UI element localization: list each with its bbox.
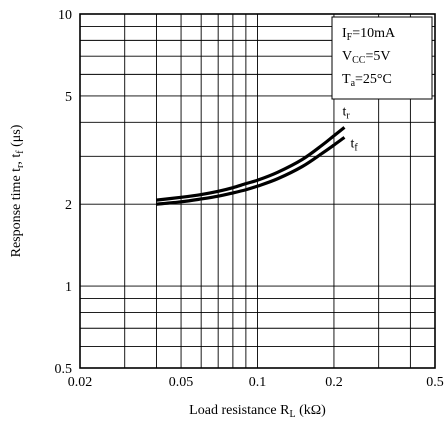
y-tick-label: 1	[65, 280, 72, 295]
x-tick-label: 0.2	[325, 375, 343, 390]
series-line-tr	[156, 126, 346, 202]
y-tick-label: 10	[58, 8, 72, 23]
x-tick-label: 0.5	[426, 375, 444, 390]
y-tick-label: 2	[65, 198, 72, 213]
x-axis-label: Load resistance RL (kΩ)	[189, 403, 326, 420]
x-tick-label: 0.1	[249, 375, 267, 390]
plot-frame	[79, 13, 436, 369]
x-tick-label: 0.02	[68, 375, 93, 390]
series-label-tf: tf	[350, 136, 358, 153]
series-line-tf	[156, 136, 346, 206]
condition-vcc: VCC=5V	[342, 49, 390, 66]
x-tick-label: 0.05	[169, 375, 194, 390]
series-label-tr: tr	[342, 104, 350, 121]
conditions-legend-box	[331, 16, 433, 100]
conditions-legend: IF=10mA VCC=5V Ta=25°C	[331, 16, 433, 100]
y-axis-label: Response time tr, tf (μs)	[9, 124, 26, 257]
y-tick-label: 0.5	[55, 362, 73, 377]
series	[156, 126, 346, 206]
tick-labels: 0.02 0.05 0.1 0.2 0.5 10 5 2 1 0.5	[55, 8, 444, 390]
condition-ta: Ta=25°C	[342, 72, 392, 89]
condition-if: IF=10mA	[342, 26, 396, 43]
y-tick-label: 5	[65, 90, 72, 105]
